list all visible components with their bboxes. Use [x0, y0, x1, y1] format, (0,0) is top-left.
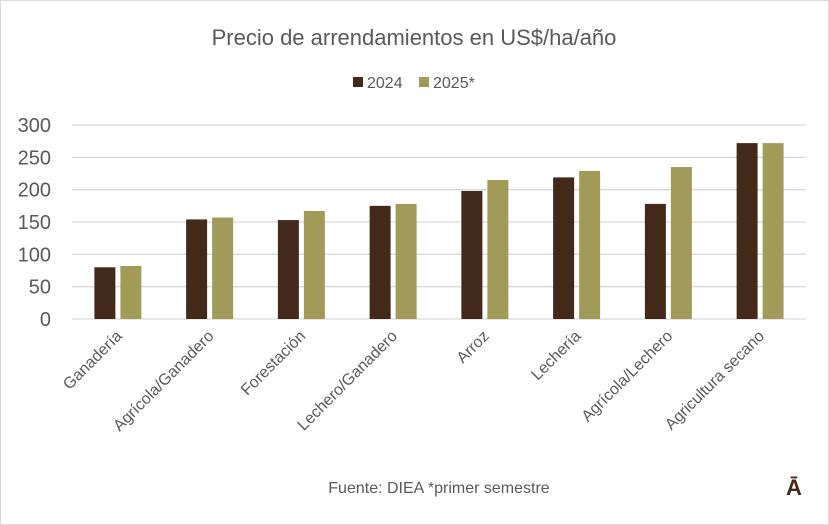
- y-tick-label: 50: [29, 277, 51, 299]
- bar-2025-7: [762, 143, 784, 319]
- legend: 2024 2025*: [353, 75, 475, 92]
- bar-2024-3: [369, 205, 391, 319]
- y-tick-label: 150: [18, 212, 51, 234]
- legend-swatch: [353, 77, 363, 87]
- bar-2024-2: [277, 220, 299, 319]
- legend-label: 2025*: [433, 75, 475, 92]
- x-tick-label: Ganadería: [60, 328, 126, 394]
- bar-2025-0: [120, 265, 142, 319]
- bar-2024-6: [644, 203, 666, 319]
- x-tick-label: Agricultura secano: [662, 328, 768, 434]
- chart-title: Precio de arrendamientos en US$/ha/año: [212, 25, 617, 50]
- bar-2024-7: [736, 143, 758, 319]
- bar-2024-1: [186, 219, 208, 319]
- y-tick-label: 200: [18, 180, 51, 202]
- legend-swatch: [419, 77, 429, 87]
- legend-label: 2024: [367, 75, 403, 92]
- y-tick-label: 100: [18, 244, 51, 266]
- bar-2025-3: [395, 203, 417, 319]
- y-tick-label: 300: [18, 115, 51, 137]
- y-tick-label: 250: [18, 147, 51, 169]
- x-tick-label: Agrícola/Lechero: [579, 328, 677, 426]
- bar-2025-4: [487, 179, 509, 319]
- bar-2025-1: [212, 217, 234, 319]
- bar-2025-2: [303, 211, 325, 319]
- y-tick-label: 0: [40, 309, 51, 331]
- x-tick-label: Lechería: [528, 328, 584, 384]
- bar-2024-4: [461, 190, 483, 319]
- bar-2024-5: [553, 177, 575, 319]
- bar-2025-6: [670, 167, 692, 319]
- x-tick-label: Lechero/Ganadero: [295, 328, 401, 434]
- brand-logo: Ā: [786, 475, 802, 500]
- bar-2025-5: [579, 170, 601, 319]
- x-tick-label: Forestación: [238, 328, 309, 399]
- x-tick-label: Arroz: [454, 328, 493, 367]
- source-note: Fuente: DIEA *primer semestre: [328, 480, 550, 497]
- x-tick-label: Agrícola/Ganadero: [110, 328, 217, 435]
- bar-2024-0: [94, 267, 116, 319]
